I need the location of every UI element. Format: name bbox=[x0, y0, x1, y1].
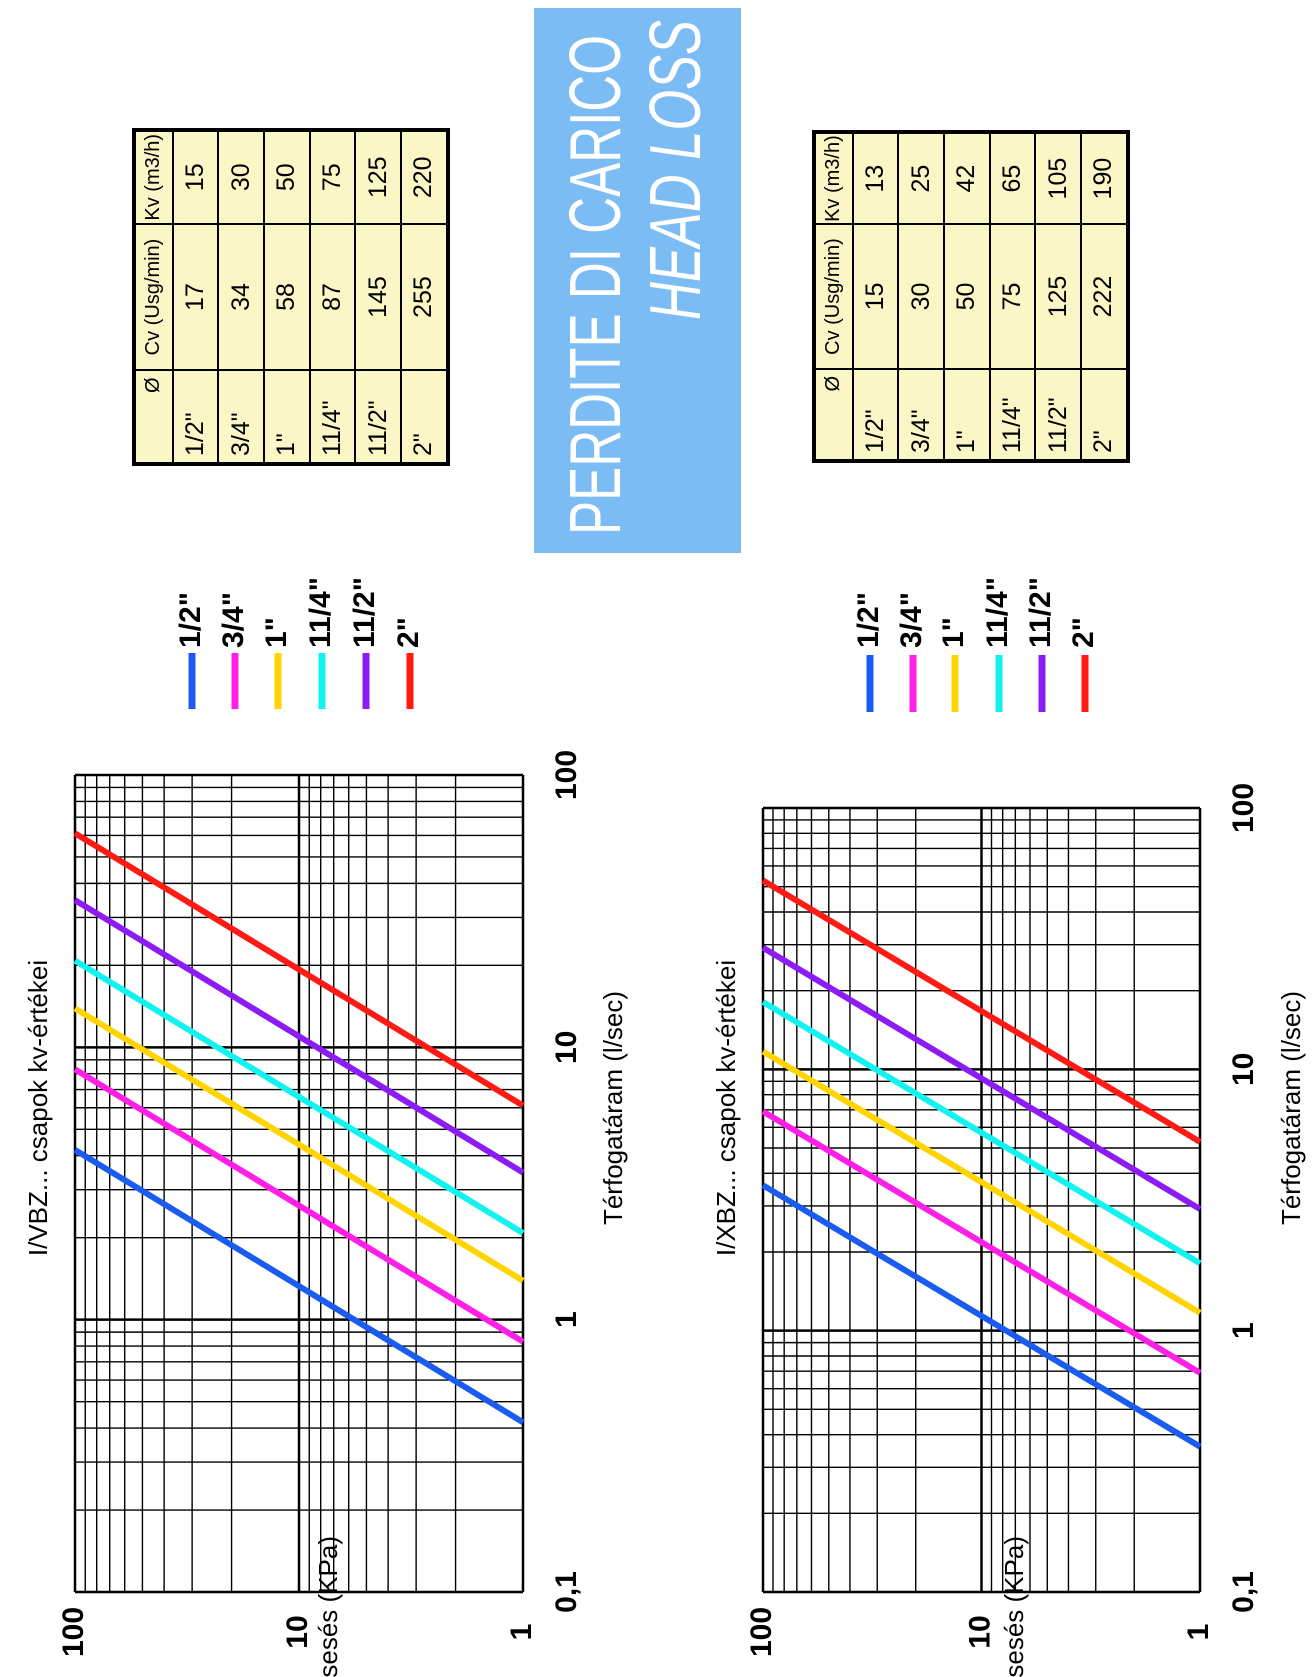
y-tick-label: 100 bbox=[57, 1607, 90, 1657]
series-line-4 bbox=[73, 897, 525, 1176]
legend-label-2: 1" bbox=[937, 617, 970, 648]
legend-label-4: 11/2" bbox=[348, 577, 381, 648]
series-line-3 bbox=[73, 958, 525, 1236]
x-axis-label: Térfogatáram (l/sec) bbox=[1276, 991, 1306, 1225]
legend-label-4: 11/2" bbox=[1024, 577, 1057, 648]
series-line-3 bbox=[761, 999, 1202, 1266]
banner-title-italian: PERDITE DI CARICO bbox=[556, 35, 636, 535]
legend-label-1: 3/4" bbox=[895, 592, 928, 648]
x-tick-label: 100 bbox=[1227, 783, 1260, 833]
y-tick-label: 10 bbox=[963, 1615, 996, 1648]
y-tick-label: 100 bbox=[745, 1607, 778, 1657]
chart-title: I/VBZ... csapok kv-értékei bbox=[23, 960, 53, 1256]
legend-label-3: 11/4" bbox=[304, 577, 337, 648]
x-tick-label: 100 bbox=[550, 750, 583, 800]
legend-label-1: 3/4" bbox=[217, 592, 250, 648]
legend-label-5: 2" bbox=[1067, 617, 1100, 648]
x-tick-label: 10 bbox=[1227, 1053, 1260, 1086]
series-line-0 bbox=[761, 1182, 1202, 1450]
chart-title: I/XBZ... csapok kv-értékei bbox=[711, 960, 741, 1256]
x-tick-label: 0,1 bbox=[550, 1571, 583, 1613]
chart-1 bbox=[761, 655, 1202, 1594]
x-tick-label: 1 bbox=[1227, 1322, 1260, 1339]
chart-0-grid bbox=[73, 773, 525, 1594]
chart-0 bbox=[73, 653, 525, 1594]
chart-1-grid bbox=[761, 806, 1202, 1594]
legend-label-0: 1/2" bbox=[852, 592, 885, 648]
title-banner bbox=[534, 8, 741, 553]
series-line-5 bbox=[761, 877, 1202, 1145]
x-tick-label: 1 bbox=[550, 1311, 583, 1328]
x-tick-label: 10 bbox=[550, 1031, 583, 1064]
legend-label-5: 2" bbox=[392, 617, 425, 648]
x-tick-label: 0,1 bbox=[1227, 1571, 1260, 1613]
series-line-0 bbox=[73, 1147, 525, 1425]
legend-label-0: 1/2" bbox=[174, 592, 207, 648]
y-axis-label: Nyomásesés (KPa) bbox=[313, 1536, 343, 1677]
series-line-4 bbox=[761, 945, 1202, 1212]
legend-label-2: 1" bbox=[260, 617, 293, 648]
series-line-2 bbox=[761, 1048, 1202, 1316]
legend-label-3: 11/4" bbox=[981, 577, 1014, 648]
series-line-1 bbox=[761, 1108, 1202, 1376]
banner-title-english: HEAD LOSS bbox=[636, 20, 716, 320]
series-line-2 bbox=[73, 1005, 525, 1284]
x-axis-label: Térfogatáram (l/sec) bbox=[598, 991, 628, 1225]
y-tick-label: 10 bbox=[281, 1615, 314, 1648]
y-axis-label: Nyomásesés (KPa) bbox=[999, 1536, 1029, 1677]
series-line-5 bbox=[73, 830, 525, 1109]
series-line-1 bbox=[73, 1066, 525, 1345]
y-tick-label: 1 bbox=[505, 1624, 538, 1641]
y-tick-label: 1 bbox=[1182, 1624, 1215, 1641]
